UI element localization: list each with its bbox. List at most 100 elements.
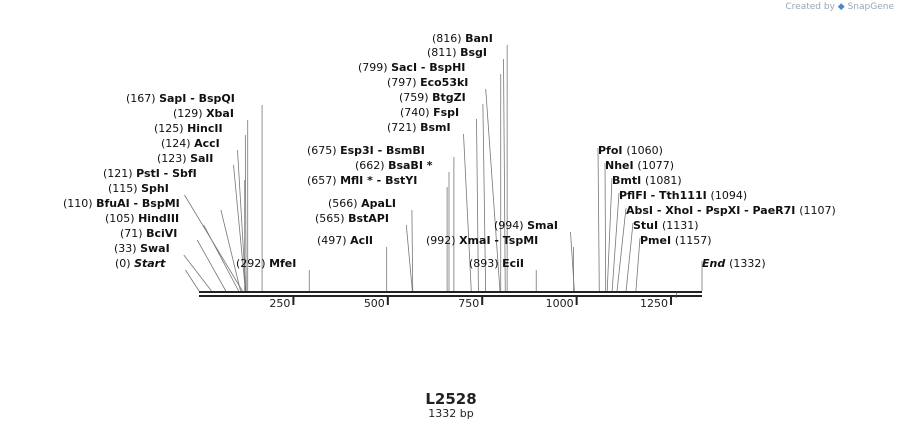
site-apali: (566) ApaLI <box>328 197 414 292</box>
site-label: (799) SacI - BspHI <box>358 61 465 74</box>
site-start: (0) Start <box>115 257 200 292</box>
site-bsmi: (721) BsmI <box>387 121 472 292</box>
credit-prefix: Created by <box>785 2 835 12</box>
site-leader-line <box>625 222 634 292</box>
axis-tick-label: 750 <box>458 297 479 310</box>
site-label: (565) BstAPI <box>315 212 389 225</box>
site-bstapi: (565) BstAPI <box>315 212 413 292</box>
site-enzymes: SphI <box>141 182 169 195</box>
site-leader-line <box>463 133 472 292</box>
site-label: BmtI (1081) <box>612 174 682 187</box>
site-label: (0) Start <box>115 257 166 270</box>
site-leader-line <box>482 103 487 292</box>
site-position: (115) <box>108 182 141 195</box>
site-label: AbsI - XhoI - PspXI - PaeR7I (1107) <box>626 204 836 217</box>
site-leader-line <box>635 237 641 292</box>
site-label: (566) ApaLI <box>328 197 396 210</box>
site-position: (1060) <box>626 144 663 157</box>
site-label: (123) SalI <box>157 152 213 165</box>
site-position: (1077) <box>637 159 674 172</box>
site-leader-line <box>183 254 212 292</box>
site-leader-line <box>485 88 501 292</box>
site-position: (799) <box>358 61 391 74</box>
site-leader-line <box>196 239 227 292</box>
site-leader-line <box>503 58 506 292</box>
site-label: (33) SwaI <box>114 242 170 255</box>
site-enzymes: NheI <box>605 159 637 172</box>
site-enzymes: BsmI <box>420 121 451 134</box>
site-enzymes: PmeI <box>640 234 675 247</box>
site-enzymes: StuI <box>633 219 662 232</box>
site-position: (1107) <box>799 204 836 217</box>
site-position: (1081) <box>645 174 682 187</box>
site-position: (816) <box>432 32 465 45</box>
site-leader-line <box>244 134 247 292</box>
site-enzymes: XbaI <box>206 107 234 120</box>
site-label: (759) BtgZI <box>399 91 466 104</box>
snapgene-logo-icon: ◆ <box>837 2 845 12</box>
axis-tick-label: 1250 <box>640 297 668 310</box>
site-leader-line <box>616 207 627 292</box>
sequence-name: L2528 <box>425 390 477 408</box>
site-enzymes: AclI <box>350 234 373 247</box>
site-label: (115) SphI <box>108 182 169 195</box>
site-esp3i: (675) Esp3I - BsmBI <box>307 144 455 291</box>
site-position: (1131) <box>662 219 699 232</box>
site-position: (893) <box>469 257 502 270</box>
site-enzymes: MflI * - BstYI <box>340 174 417 187</box>
site-enzymes: SwaI <box>140 242 170 255</box>
site-acli: (497) AclI <box>317 234 388 291</box>
site-enzymes: XmaI - TspMI <box>459 234 538 247</box>
site-position: (797) <box>387 76 420 89</box>
site-position: (121) <box>103 167 136 180</box>
site-label: (71) BciVI <box>120 227 177 240</box>
site-enzymes: End <box>702 257 729 270</box>
site-label: (662) BsaBI * <box>355 159 433 172</box>
site-enzymes: BsgI <box>460 46 487 59</box>
site-label: (816) BanI <box>432 32 493 45</box>
site-enzymes: HindIII <box>138 212 179 225</box>
site-enzymes: BtgZI <box>432 91 466 104</box>
site-position: (71) <box>120 227 146 240</box>
site-label: (105) HindIII <box>105 212 179 225</box>
site-position: (566) <box>328 197 361 210</box>
site-btgzi: (759) BtgZI <box>399 91 487 292</box>
site-fspi: (740) FspI <box>400 106 479 292</box>
site-label: (497) AclI <box>317 234 373 247</box>
site-leader-line <box>570 231 575 292</box>
site-label: (797) Eco53kI <box>387 76 468 89</box>
site-psti: (121) PstI - SbfI <box>103 167 246 291</box>
site-swai: (33) SwaI <box>114 242 212 292</box>
site-position: (740) <box>400 106 433 119</box>
site-label: (721) BsmI <box>387 121 451 134</box>
site-bfuai: (110) BfuAI - BspMI <box>63 197 241 292</box>
site-enzymes: HincII <box>187 122 223 135</box>
site-label: PmeI (1157) <box>640 234 712 247</box>
site-enzymes: BciVI <box>146 227 177 240</box>
site-enzymes: MfeI <box>269 257 296 270</box>
site-label: (992) XmaI - TspMI <box>426 234 538 247</box>
site-position: (129) <box>173 107 206 120</box>
site-enzymes: Eco53kI <box>420 76 468 89</box>
backbone-break-icon: ≀ <box>674 291 677 301</box>
site-leader-line <box>185 269 200 292</box>
site-enzymes: PfoI <box>598 144 626 157</box>
credit-brand: SnapGene <box>847 2 894 12</box>
site-pfoi: PfoI (1060) <box>597 144 663 292</box>
site-position: (167) <box>126 92 159 105</box>
site-position: (657) <box>307 174 340 187</box>
site-enzymes: BstAPI <box>348 212 389 225</box>
site-pmei: PmeI (1157) <box>635 234 712 292</box>
site-acci: (124) AccI <box>161 137 247 292</box>
site-label: (125) HincII <box>154 122 223 135</box>
snapgene-credit: Created by ◆ SnapGene <box>785 2 894 12</box>
site-enzymes: SapI - BspQI <box>159 92 235 105</box>
site-xmai: (992) XmaI - TspMI <box>426 234 575 291</box>
site-leader-line <box>184 194 243 292</box>
site-leader-line <box>220 209 241 292</box>
axis-tick-label: 500 <box>364 297 385 310</box>
sequence-length: 1332 bp <box>428 407 474 420</box>
site-position: (1094) <box>711 189 748 202</box>
site-xbai: (129) XbaI <box>173 107 249 291</box>
site-hincii: (125) HincII <box>154 122 247 292</box>
